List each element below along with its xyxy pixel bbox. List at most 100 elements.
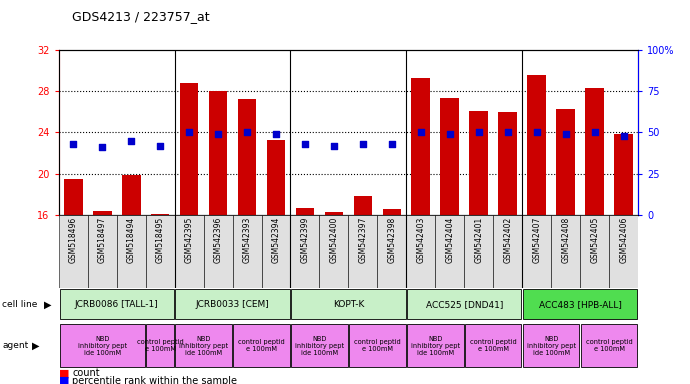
Point — [357, 141, 368, 147]
Bar — [233, 324, 290, 367]
Bar — [290, 215, 319, 288]
Bar — [493, 215, 522, 288]
Text: GSM518497: GSM518497 — [97, 217, 107, 263]
Bar — [407, 324, 464, 367]
Text: control peptid
e 100mM: control peptid e 100mM — [586, 339, 633, 352]
Text: GSM542408: GSM542408 — [561, 217, 571, 263]
Bar — [233, 215, 262, 288]
Point — [299, 141, 310, 147]
Text: ■: ■ — [59, 368, 69, 378]
Text: GSM542398: GSM542398 — [387, 217, 397, 263]
Bar — [291, 324, 348, 367]
Bar — [117, 215, 146, 288]
Text: ▶: ▶ — [32, 341, 40, 351]
Text: control peptid
e 100mM: control peptid e 100mM — [470, 339, 517, 352]
Bar — [469, 111, 489, 215]
Text: ▶: ▶ — [43, 299, 51, 310]
Text: GSM542393: GSM542393 — [242, 217, 252, 263]
Bar — [522, 215, 551, 288]
Bar — [581, 324, 638, 367]
Text: control peptid
e 100mM: control peptid e 100mM — [354, 339, 401, 352]
Bar — [59, 324, 145, 367]
Bar — [464, 215, 493, 288]
Point — [155, 142, 166, 149]
Bar — [88, 215, 117, 288]
Text: agent: agent — [2, 341, 28, 350]
Point — [126, 138, 137, 144]
Text: GSM518495: GSM518495 — [155, 217, 165, 263]
Text: KOPT-K: KOPT-K — [333, 300, 364, 309]
Point — [473, 129, 484, 136]
Bar — [411, 78, 431, 215]
Point — [270, 131, 282, 137]
Bar — [527, 75, 546, 215]
Bar — [92, 211, 112, 215]
Bar — [146, 215, 175, 288]
Bar — [406, 215, 435, 288]
Bar — [609, 215, 638, 288]
Text: GSM542404: GSM542404 — [445, 217, 455, 263]
Text: NBD
inhibitory pept
ide 100mM: NBD inhibitory pept ide 100mM — [295, 336, 344, 356]
Point — [618, 133, 629, 139]
Bar — [324, 212, 344, 215]
Text: NBD
inhibitory pept
ide 100mM: NBD inhibitory pept ide 100mM — [411, 336, 460, 356]
Bar — [208, 91, 228, 215]
Point — [241, 129, 253, 136]
Bar — [175, 324, 232, 367]
Bar — [291, 289, 406, 319]
Bar — [179, 83, 199, 215]
Text: ■: ■ — [59, 376, 69, 384]
Bar — [204, 215, 233, 288]
Bar — [585, 88, 604, 215]
Text: GDS4213 / 223757_at: GDS4213 / 223757_at — [72, 10, 210, 23]
Point — [213, 131, 224, 137]
Text: GSM542401: GSM542401 — [474, 217, 484, 263]
Text: GSM542397: GSM542397 — [358, 217, 368, 263]
Text: GSM542407: GSM542407 — [532, 217, 542, 263]
Bar — [382, 209, 402, 215]
Bar — [146, 324, 174, 367]
Point — [68, 141, 79, 147]
Text: GSM542402: GSM542402 — [503, 217, 513, 263]
Bar — [580, 215, 609, 288]
Point — [444, 131, 455, 137]
Bar — [295, 208, 315, 215]
Text: ACC525 [DND41]: ACC525 [DND41] — [426, 300, 503, 309]
Text: GSM542394: GSM542394 — [271, 217, 281, 263]
Point — [415, 129, 426, 136]
Bar — [59, 289, 174, 319]
Text: GSM542395: GSM542395 — [184, 217, 194, 263]
Text: percentile rank within the sample: percentile rank within the sample — [72, 376, 237, 384]
Text: JCRB0086 [TALL-1]: JCRB0086 [TALL-1] — [75, 300, 159, 309]
Point — [97, 144, 108, 151]
Bar — [551, 215, 580, 288]
Text: GSM542399: GSM542399 — [300, 217, 310, 263]
Bar — [237, 99, 257, 215]
Text: NBD
inhibitory pept
ide 100mM: NBD inhibitory pept ide 100mM — [526, 336, 576, 356]
Text: GSM542406: GSM542406 — [619, 217, 629, 263]
Bar — [523, 324, 580, 367]
Bar — [175, 215, 204, 288]
Text: control peptid
e 100mM: control peptid e 100mM — [238, 339, 285, 352]
Bar — [59, 215, 88, 288]
Point — [328, 142, 339, 149]
Point — [531, 129, 542, 136]
Bar — [150, 214, 170, 215]
Text: NBD
inhibitory pept
ide 100mM: NBD inhibitory pept ide 100mM — [77, 336, 127, 356]
Bar — [266, 140, 286, 215]
Bar — [556, 109, 575, 215]
Bar — [349, 324, 406, 367]
Text: NBD
inhibitory pept
ide 100mM: NBD inhibitory pept ide 100mM — [179, 336, 228, 356]
Point — [502, 129, 513, 136]
Point — [184, 129, 195, 136]
Bar — [465, 324, 522, 367]
Bar — [262, 215, 290, 288]
Bar — [435, 215, 464, 288]
Bar — [523, 289, 638, 319]
Bar — [121, 175, 141, 215]
Bar — [614, 134, 633, 215]
Bar — [175, 289, 290, 319]
Text: GSM542403: GSM542403 — [416, 217, 426, 263]
Bar — [353, 197, 373, 215]
Bar — [440, 98, 460, 215]
